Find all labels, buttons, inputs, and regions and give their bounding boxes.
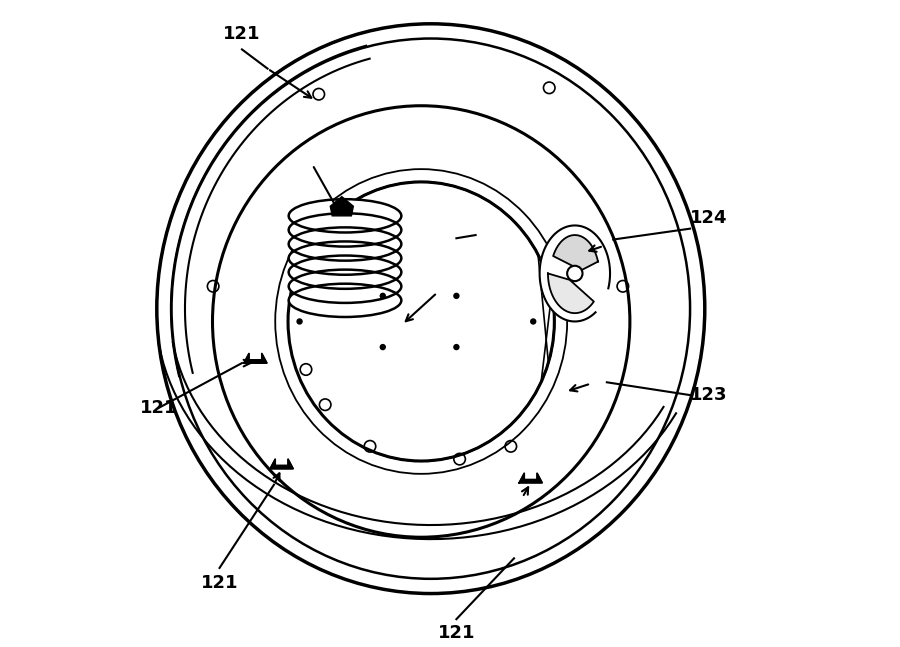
Ellipse shape bbox=[567, 266, 582, 281]
Circle shape bbox=[296, 318, 302, 325]
Text: 121: 121 bbox=[223, 25, 261, 43]
Text: 120: 120 bbox=[475, 214, 513, 232]
Ellipse shape bbox=[289, 199, 401, 232]
Polygon shape bbox=[554, 235, 598, 270]
Ellipse shape bbox=[212, 105, 630, 537]
Ellipse shape bbox=[289, 283, 401, 317]
Polygon shape bbox=[244, 353, 267, 363]
Text: 123: 123 bbox=[690, 386, 727, 404]
Ellipse shape bbox=[289, 227, 401, 261]
Polygon shape bbox=[548, 274, 594, 313]
Circle shape bbox=[380, 344, 386, 350]
Text: 121: 121 bbox=[437, 624, 475, 642]
Ellipse shape bbox=[289, 256, 401, 289]
Ellipse shape bbox=[289, 214, 401, 247]
Polygon shape bbox=[519, 473, 542, 483]
Ellipse shape bbox=[157, 24, 705, 593]
Text: 121: 121 bbox=[140, 399, 177, 417]
Polygon shape bbox=[270, 459, 293, 468]
Ellipse shape bbox=[288, 182, 554, 461]
Circle shape bbox=[530, 318, 536, 325]
Polygon shape bbox=[540, 225, 610, 322]
Ellipse shape bbox=[289, 241, 401, 275]
Polygon shape bbox=[330, 197, 354, 216]
Text: 124: 124 bbox=[690, 209, 727, 226]
Ellipse shape bbox=[289, 270, 401, 303]
Text: 121: 121 bbox=[201, 575, 239, 593]
Circle shape bbox=[380, 292, 386, 299]
Circle shape bbox=[454, 344, 460, 350]
Circle shape bbox=[454, 292, 460, 299]
